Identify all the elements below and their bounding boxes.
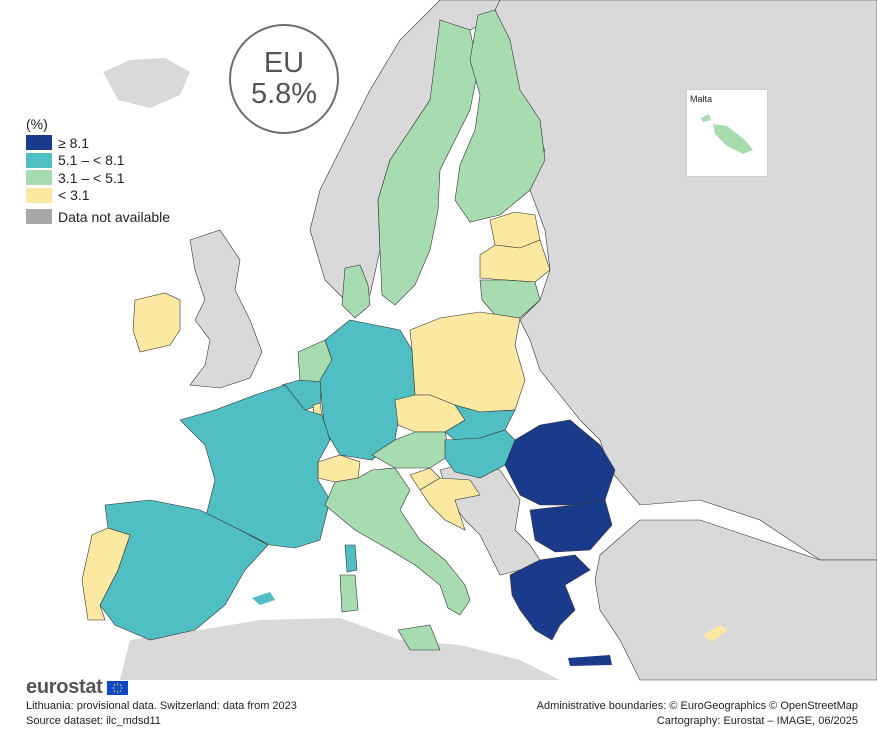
- malta-inset: Malta: [686, 89, 768, 177]
- region-sardinia: [339, 574, 359, 613]
- region-cyprus: [703, 625, 728, 642]
- region-italy: [324, 467, 471, 616]
- legend-item-not-available: Data not available: [26, 208, 170, 226]
- region-greece: [509, 554, 591, 641]
- region-north-africa: [120, 618, 560, 680]
- region-corsica: [344, 544, 358, 573]
- region-iceland: [103, 58, 190, 108]
- region-latvia: [479, 239, 551, 283]
- legend-label: 3.1 – < 5.1: [58, 169, 125, 186]
- footnote-boundaries: Administrative boundaries: © EuroGeograp…: [536, 700, 858, 712]
- malta-inset-map: [701, 114, 753, 154]
- footnotes-right: Administrative boundaries: © EuroGeograp…: [537, 699, 858, 729]
- legend-item: 3.1 – < 5.1: [26, 169, 170, 187]
- legend-swatch: [26, 187, 52, 203]
- region-lithuania: [479, 279, 541, 319]
- legend-item: 5.1 – < 8.1: [26, 152, 170, 170]
- region-croatia: [419, 477, 481, 531]
- eu-flag-icon: [106, 680, 128, 695]
- region-ireland: [132, 292, 181, 353]
- region-estonia: [489, 211, 541, 249]
- legend-label: 5.1 – < 8.1: [58, 152, 125, 169]
- legend-item: < 3.1: [26, 187, 170, 205]
- legend-swatch: [26, 135, 52, 151]
- region-portugal: [81, 527, 131, 621]
- footnote-cartography: Cartography: Eurostat – IMAGE, 06/2025: [656, 715, 858, 727]
- region-sweden: [377, 19, 479, 306]
- region-denmark: [341, 264, 371, 319]
- map-legend: (%) ≥ 8.1 5.1 – < 8.1 3.1 – < 5.1 < 3.1 …: [26, 116, 170, 226]
- region-turkey: [594, 519, 877, 681]
- region-malta-island: [713, 124, 753, 154]
- eurostat-logo: eurostat: [26, 676, 128, 699]
- footnotes-left: Lithuania: provisional data. Switzerland…: [26, 699, 297, 729]
- region-sicily: [397, 624, 441, 651]
- legend-swatch: [26, 209, 52, 225]
- legend-swatch: [26, 152, 52, 168]
- malta-inset-label: Malta: [690, 94, 713, 104]
- legend-label: ≥ 8.1: [58, 134, 90, 151]
- region-finland: [454, 9, 546, 223]
- legend-swatch: [26, 170, 52, 186]
- legend-unit: (%): [26, 116, 48, 132]
- legend-label: Data not available: [58, 208, 171, 225]
- region-bulgaria: [529, 499, 613, 553]
- eurostat-wordmark: eurostat: [26, 676, 103, 698]
- footnote-source: Source dataset: ilc_mdsd11: [26, 715, 161, 727]
- legend-item: ≥ 8.1: [26, 134, 170, 152]
- footnote-provisional: Lithuania: provisional data. Switzerland…: [26, 700, 297, 712]
- eu-average-badge: EU 5.8%: [229, 24, 339, 134]
- region-gozo: [701, 114, 711, 122]
- region-balearics: [252, 592, 275, 605]
- eu-average-label: EU: [263, 47, 305, 79]
- region-crete: [568, 655, 612, 666]
- region-romania: [504, 419, 616, 506]
- region-united-kingdom: [189, 229, 263, 389]
- legend-label: < 3.1: [58, 187, 90, 204]
- eu-average-value: 5.8%: [250, 78, 318, 110]
